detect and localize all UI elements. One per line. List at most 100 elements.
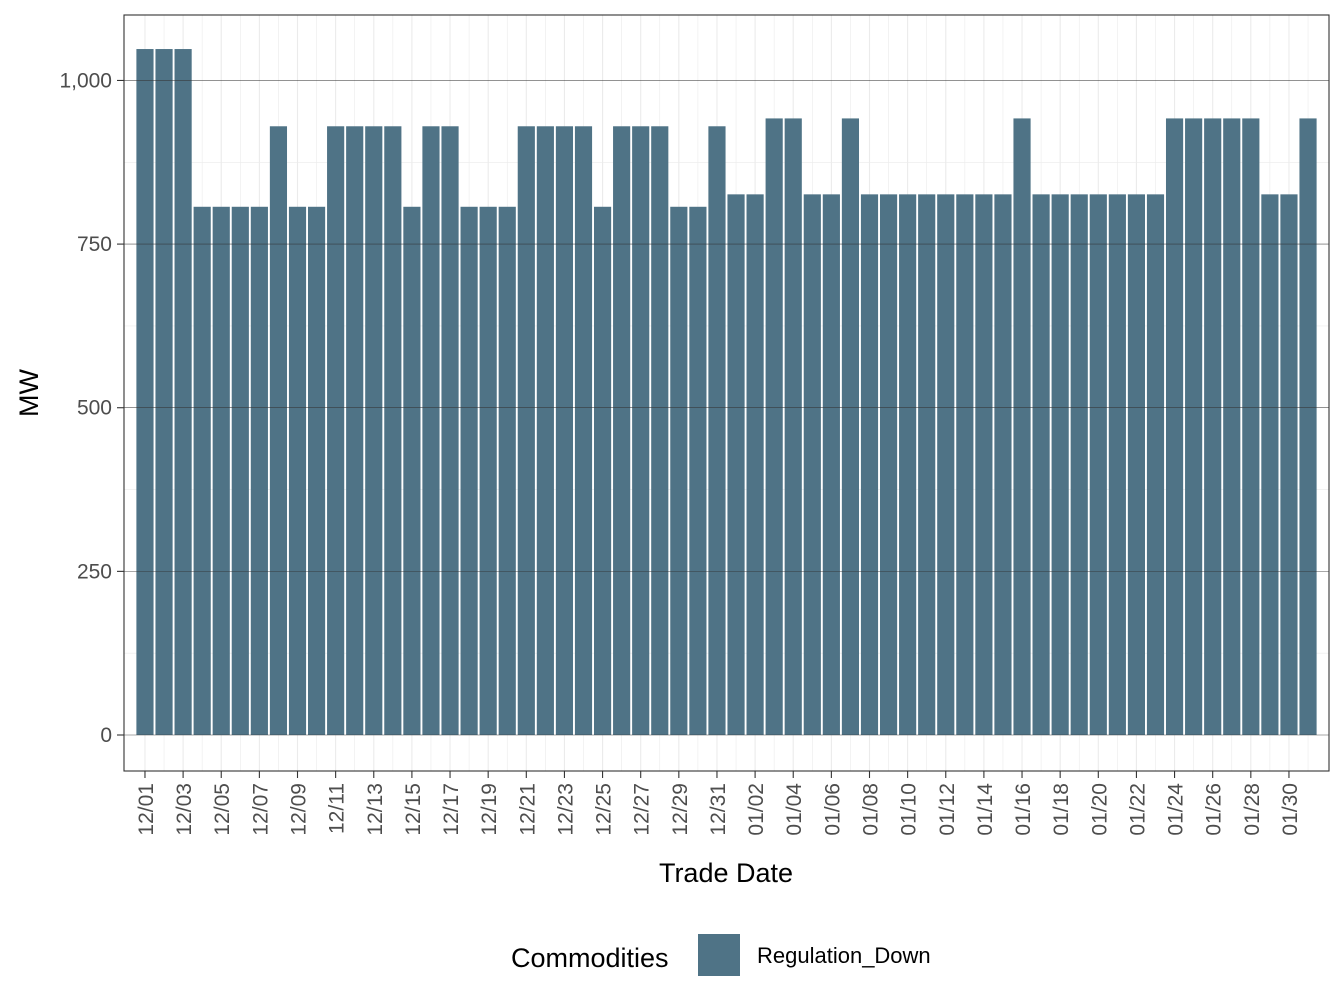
bar-01-20	[1089, 194, 1107, 735]
bar-12-30	[689, 206, 707, 736]
bar-12-04	[193, 206, 211, 736]
x-tick-label: 01/18	[1050, 783, 1073, 836]
x-tick-label: 12/27	[631, 783, 654, 836]
bar-01-31	[1299, 118, 1317, 735]
bar-01-30	[1280, 194, 1298, 735]
bar-12-25	[593, 206, 612, 736]
x-tick-label: 01/22	[1126, 783, 1149, 836]
bar-12-31	[708, 126, 726, 736]
bar-12-27	[632, 126, 650, 736]
bar-12-03	[174, 49, 192, 735]
x-tick-label: 12/11	[326, 783, 349, 834]
bar-01-23	[1146, 194, 1165, 735]
x-tick-label: 01/12	[936, 783, 959, 836]
bar-01-15	[994, 194, 1012, 735]
x-tick-label: 12/01	[135, 783, 158, 836]
bar-01-02	[746, 194, 764, 735]
x-tick-label: 12/21	[516, 783, 539, 836]
x-tick-label: 01/30	[1279, 783, 1302, 836]
x-tick-label: 01/28	[1241, 783, 1264, 836]
bar-12-24	[574, 126, 593, 736]
bar-01-19	[1070, 194, 1088, 735]
bar-12-10	[307, 206, 326, 736]
x-tick-label: 12/29	[669, 783, 692, 836]
bar-12-05	[212, 206, 230, 736]
bar-01-03	[765, 118, 783, 735]
bar-12-22	[536, 126, 554, 736]
x-tick-label: 12/19	[478, 783, 501, 836]
bar-12-14	[384, 126, 402, 736]
bar-01-13	[956, 194, 974, 735]
bar-12-01	[136, 49, 154, 735]
bar-01-08	[860, 194, 879, 735]
legend: Commodities Regulation_Down	[511, 934, 931, 976]
x-tick-label: 12/15	[402, 783, 425, 836]
y-tick-label: 1,000	[59, 69, 112, 92]
bar-01-21	[1108, 194, 1126, 735]
bar-12-17	[441, 126, 459, 736]
y-tick-label: 750	[77, 233, 112, 256]
panel-border	[123, 14, 1330, 772]
bar-12-13	[365, 126, 383, 736]
bar-01-24	[1165, 118, 1184, 735]
y-tick-label: 500	[77, 397, 112, 420]
x-tick-label: 12/13	[364, 783, 387, 836]
legend-title: Commodities	[511, 943, 669, 973]
bar-12-26	[613, 126, 631, 736]
bar-12-29	[670, 206, 688, 736]
bar-01-14	[975, 194, 993, 735]
bar-01-25	[1185, 118, 1203, 735]
bar-01-18	[1051, 194, 1069, 735]
bar-01-16	[1013, 118, 1031, 735]
x-tick-label: 01/20	[1088, 783, 1111, 836]
x-tick-label: 12/23	[554, 783, 577, 836]
x-tick-label: 12/17	[440, 783, 463, 836]
plot-area	[123, 14, 1330, 772]
bar-12-19	[479, 206, 497, 736]
bar-01-05	[803, 194, 821, 735]
x-tick-label: 12/07	[249, 783, 272, 836]
legend-label-regulation-down: Regulation_Down	[757, 943, 931, 968]
x-tick-label: 01/06	[821, 783, 844, 836]
bar-12-20	[498, 206, 516, 736]
bar-01-22	[1127, 194, 1146, 735]
bar-12-16	[422, 126, 440, 736]
bar-01-28	[1242, 118, 1260, 735]
x-tick-label: 01/14	[974, 783, 997, 836]
legend-key-regulation-down	[698, 934, 740, 976]
x-tick-label: 12/09	[288, 783, 311, 836]
bar-12-07	[250, 206, 268, 736]
bar-01-17	[1032, 194, 1050, 735]
x-tick-label: 01/26	[1203, 783, 1226, 836]
bar-01-29	[1261, 194, 1279, 735]
bar-01-09	[879, 194, 898, 735]
bar-01-04	[784, 118, 802, 735]
bar-01-07	[841, 118, 860, 735]
bar-01-12	[937, 194, 955, 735]
x-tick-label: 12/25	[593, 783, 616, 836]
x-tick-label: 01/16	[1012, 783, 1035, 836]
bar-12-02	[155, 49, 173, 735]
bar-12-15	[403, 206, 421, 736]
x-tick-label: 01/02	[745, 783, 768, 836]
y-axis: 0 250 500 750 1,000	[59, 69, 124, 747]
bar-01-06	[822, 194, 840, 735]
x-tick-label: 01/04	[783, 783, 806, 836]
y-axis-title: MW	[14, 369, 44, 417]
bar-12-23	[555, 126, 574, 736]
bar-12-28	[651, 126, 669, 736]
bar-01-11	[918, 194, 936, 735]
bar-12-12	[346, 126, 364, 736]
bar-12-06	[231, 206, 249, 736]
x-axis-title: Trade Date	[659, 858, 793, 888]
bar-01-01	[727, 194, 745, 735]
y-tick-label: 250	[77, 560, 112, 583]
bar-12-08	[269, 126, 288, 736]
y-tick-label: 0	[100, 724, 112, 747]
x-axis: 12/01 12/03 12/05 12/07 12/09 12/11 12/13 12/15…	[135, 771, 1302, 836]
bar-01-10	[899, 194, 917, 735]
bars	[124, 49, 1329, 736]
x-tick-label: 01/10	[898, 783, 921, 836]
bar-12-11	[327, 126, 345, 736]
